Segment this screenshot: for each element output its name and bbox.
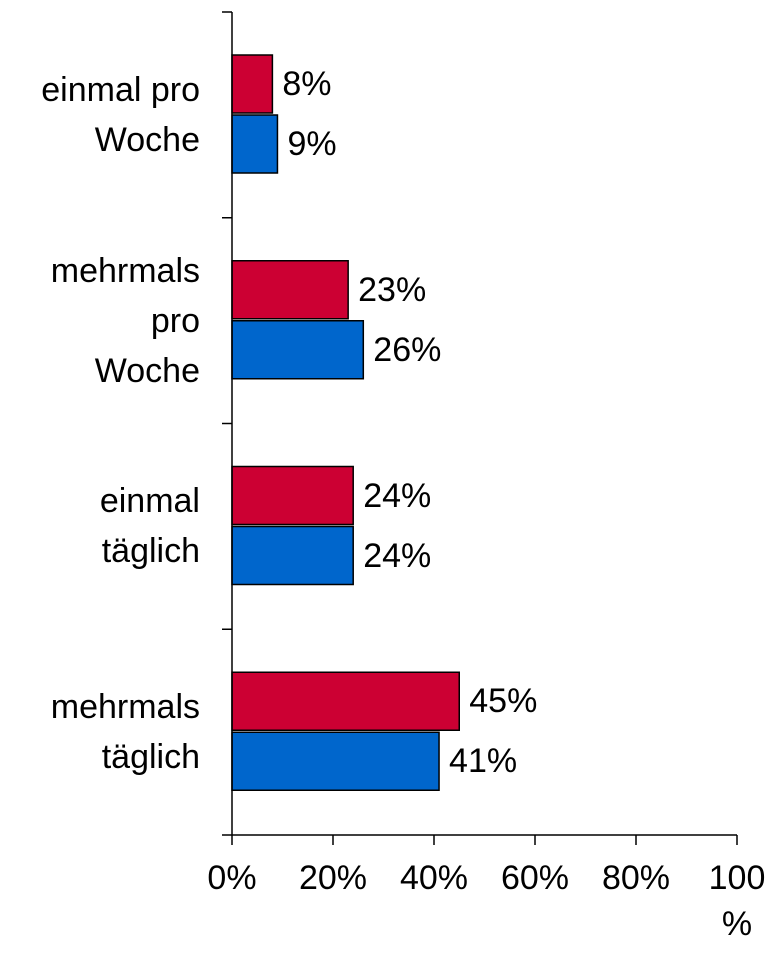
category-label: mehrmals täglich (50, 688, 200, 777)
x-tick-label: 0% (207, 859, 257, 897)
category-label: einmal täglich (99, 482, 200, 571)
x-tick-label: 100 % (708, 859, 766, 943)
value-label: 24% (363, 476, 432, 515)
x-tick-label: 20% (298, 859, 368, 897)
bar (231, 260, 349, 320)
bar (231, 54, 274, 114)
value-label: 26% (373, 330, 442, 369)
category-label: mehrmals pro Woche (50, 251, 200, 390)
bar (231, 671, 460, 731)
x-tick-label: 60% (500, 859, 570, 897)
category-label: einmal pro Woche (41, 70, 200, 159)
value-label: 41% (449, 742, 518, 781)
value-label: 8% (282, 65, 332, 103)
value-label: 9% (287, 125, 337, 163)
bar (231, 731, 440, 791)
x-tick-label: 40% (399, 859, 469, 897)
bar (231, 465, 354, 526)
value-label: 24% (363, 536, 432, 575)
value-label: 23% (358, 270, 427, 309)
bar (231, 320, 365, 380)
x-tick-label: 80% (601, 859, 671, 897)
bar (231, 114, 279, 174)
value-label: 45% (469, 682, 538, 721)
bar (231, 525, 354, 586)
